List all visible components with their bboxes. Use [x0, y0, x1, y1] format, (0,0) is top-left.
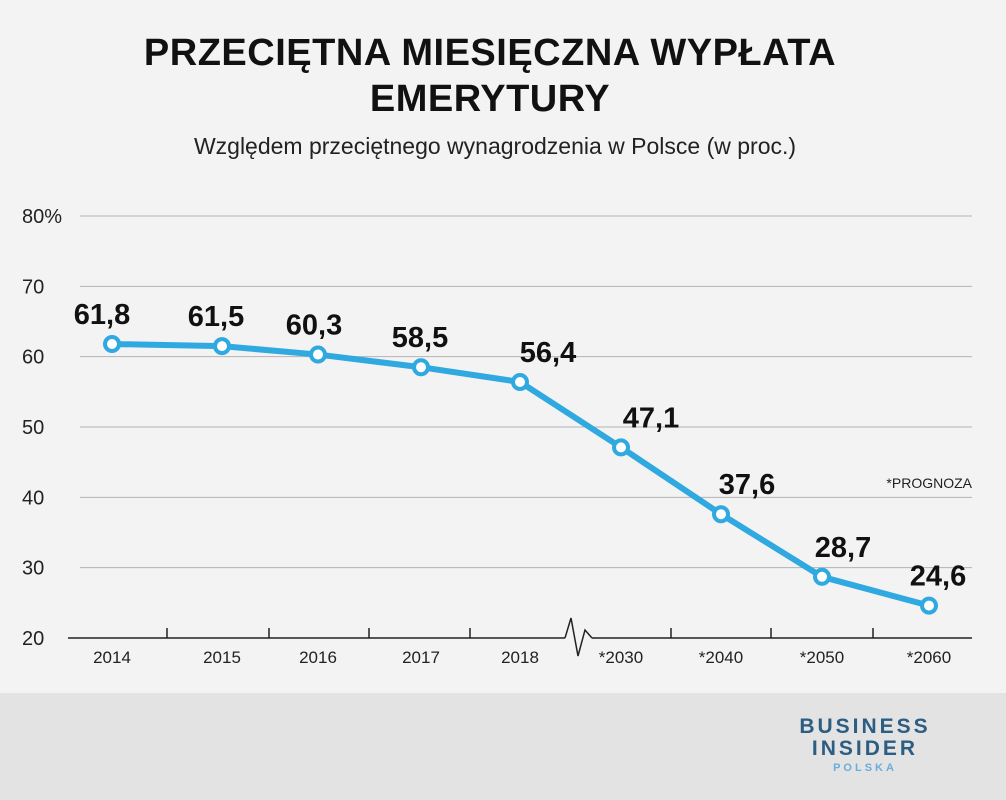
x-tick-label: 2015	[203, 648, 241, 667]
x-tick-label: *2050	[800, 648, 844, 667]
data-label: 47,1	[623, 402, 679, 434]
data-label: 61,5	[188, 301, 244, 333]
data-point	[813, 567, 831, 586]
data-label: 24,6	[910, 561, 966, 593]
chart-subtitle: Względem przeciętnego wynagrodzenia w Po…	[193, 133, 797, 159]
logo-line-insider: INSIDER	[811, 737, 919, 760]
x-tick-label: 2014	[93, 648, 131, 667]
data-point	[309, 345, 327, 364]
x-tick-label: *2060	[907, 648, 951, 667]
data-label: 28,7	[815, 532, 871, 564]
data-point	[511, 372, 529, 391]
logo-line-polska: POLSKA	[833, 762, 897, 774]
line-chart: 80% 70 60 50 40 30 20 2014 2015 2016 2017 2018 *2030…	[22, 206, 973, 667]
x-tick-label: *2030	[599, 648, 643, 667]
data-label: 61,8	[74, 299, 130, 331]
logo-line-business: BUSINESS	[799, 715, 931, 738]
data-point	[213, 337, 231, 356]
data-label: 37,6	[719, 469, 775, 501]
forecast-note: *PROGNOZA	[886, 475, 972, 491]
y-tick-label: 50	[22, 417, 44, 439]
business-insider-logo: BUSINESS INSIDER POLSKA	[790, 715, 940, 775]
footer-band	[0, 693, 1006, 800]
data-point	[712, 505, 730, 524]
title-line-2: EMERYTURY	[369, 78, 611, 120]
x-tick-label: 2018	[501, 648, 539, 667]
title-line-1: PRZECIĘTNA MIESIĘCZNA WYPŁATA	[143, 32, 837, 74]
data-point	[920, 596, 938, 615]
y-tick-label: 70	[22, 276, 44, 298]
data-point	[412, 358, 430, 377]
data-label: 60,3	[286, 310, 342, 342]
data-label: 58,5	[392, 322, 448, 354]
data-point	[612, 438, 630, 457]
y-tick-label: 30	[22, 558, 44, 580]
y-tick-label: 40	[22, 487, 44, 509]
x-tick-label: 2016	[299, 648, 337, 667]
chart-title: PRZECIĘTNA MIESIĘCZNA WYPŁATA EMERYTURY	[0, 30, 980, 122]
y-tick-label: 80%	[22, 206, 62, 228]
x-tick-label: 2017	[402, 648, 440, 667]
axis-break-mark	[564, 617, 593, 657]
y-tick-label: 20	[22, 628, 44, 650]
data-point	[103, 335, 121, 354]
y-tick-label: 60	[22, 347, 44, 369]
x-tick-label: *2040	[699, 648, 743, 667]
data-label: 56,4	[520, 337, 576, 369]
